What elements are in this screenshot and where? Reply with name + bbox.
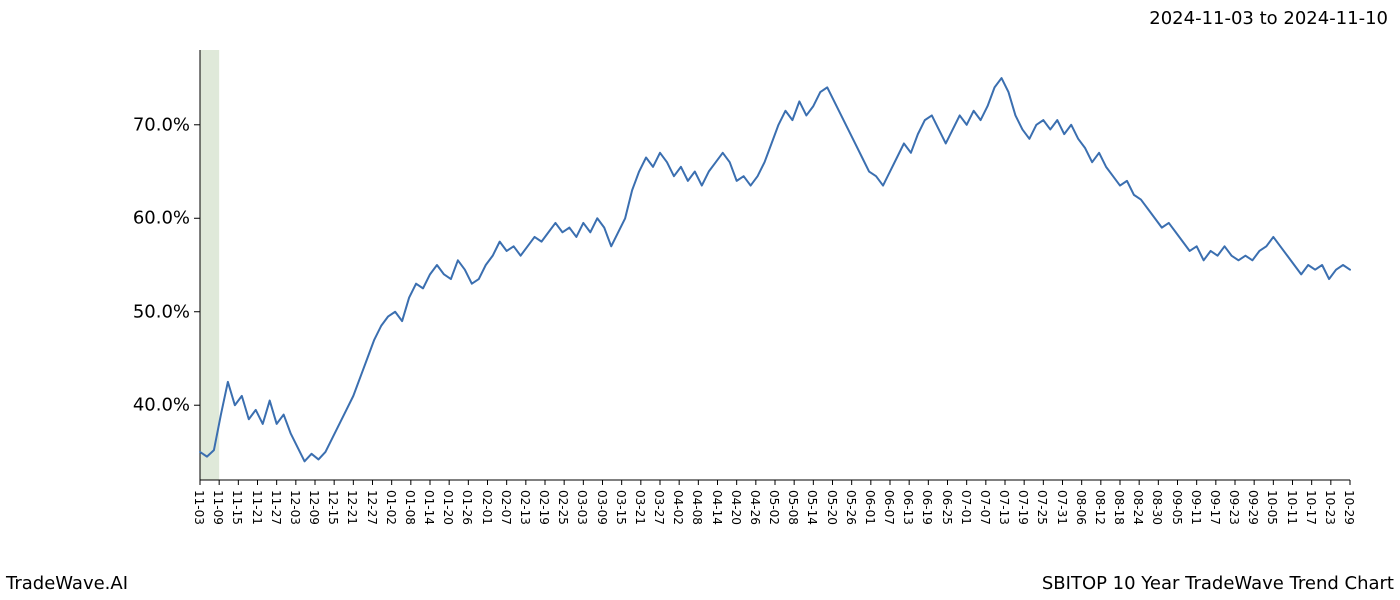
x-tick-label: 09-17	[1208, 490, 1222, 525]
x-tick-label: 07-07	[978, 490, 992, 525]
x-tick-label: 09-11	[1189, 490, 1203, 525]
x-tick-label: 08-06	[1074, 490, 1088, 525]
x-tick-label: 02-01	[480, 490, 494, 525]
x-tick-label: 09-29	[1246, 490, 1260, 525]
x-tick-label: 06-25	[940, 490, 954, 525]
y-tick-label: 50.0%	[110, 301, 190, 322]
x-tick-label: 05-20	[825, 490, 839, 525]
x-tick-label: 07-19	[1016, 490, 1030, 525]
trend-line	[200, 78, 1350, 461]
x-tick-label: 11-21	[250, 490, 264, 525]
x-tick-label: 06-13	[901, 490, 915, 525]
x-tick-label: 09-05	[1170, 490, 1184, 525]
x-tick-label: 07-13	[997, 490, 1011, 525]
x-tick-label: 12-21	[345, 490, 359, 525]
footer-title: SBITOP 10 Year TradeWave Trend Chart	[1042, 573, 1394, 594]
x-tick-label: 09-23	[1227, 490, 1241, 525]
footer-brand: TradeWave.AI	[6, 573, 128, 594]
x-tick-label: 08-12	[1093, 490, 1107, 525]
x-tick-label: 04-26	[748, 490, 762, 525]
y-tick-label: 70.0%	[110, 114, 190, 135]
x-tick-label: 02-19	[537, 490, 551, 525]
date-range-label: 2024-11-03 to 2024-11-10	[1149, 8, 1388, 29]
x-tick-label: 01-08	[403, 490, 417, 525]
x-tick-label: 02-07	[499, 490, 513, 525]
x-tick-label: 04-14	[710, 490, 724, 525]
x-tick-label: 01-14	[422, 490, 436, 525]
x-tick-label: 01-02	[384, 490, 398, 525]
x-tick-label: 04-20	[729, 490, 743, 525]
x-tick-label: 05-14	[805, 490, 819, 525]
x-tick-label: 12-15	[326, 490, 340, 525]
chart-svg	[200, 50, 1350, 480]
x-tick-label: 12-27	[365, 490, 379, 525]
x-tick-label: 06-07	[882, 490, 896, 525]
x-tick-label: 11-15	[230, 490, 244, 525]
x-tick-label: 11-27	[269, 490, 283, 525]
x-tick-label: 06-19	[920, 490, 934, 525]
x-tick-label: 10-29	[1342, 490, 1356, 525]
x-tick-label: 10-11	[1285, 490, 1299, 525]
x-tick-label: 11-09	[211, 490, 225, 525]
x-tick-label: 05-08	[786, 490, 800, 525]
x-tick-label: 03-27	[652, 490, 666, 525]
x-tick-label: 03-09	[595, 490, 609, 525]
x-tick-label: 01-20	[441, 490, 455, 525]
x-tick-label: 06-01	[863, 490, 877, 525]
x-tick-label: 07-31	[1055, 490, 1069, 525]
x-tick-label: 03-15	[614, 490, 628, 525]
x-tick-label: 05-02	[767, 490, 781, 525]
x-tick-label: 04-02	[671, 490, 685, 525]
x-tick-label: 12-09	[307, 490, 321, 525]
x-tick-label: 07-01	[959, 490, 973, 525]
y-tick-label: 60.0%	[110, 208, 190, 229]
y-tick-label: 40.0%	[110, 395, 190, 416]
x-tick-label: 11-03	[192, 490, 206, 525]
highlight-band	[200, 50, 219, 480]
x-tick-label: 05-26	[844, 490, 858, 525]
x-tick-label: 08-24	[1131, 490, 1145, 525]
x-tick-label: 03-21	[633, 490, 647, 525]
x-tick-label: 02-25	[556, 490, 570, 525]
x-tick-label: 12-03	[288, 490, 302, 525]
plot-area	[200, 50, 1350, 480]
chart-container: 2024-11-03 to 2024-11-10 40.0% 50.0% 60.0%…	[0, 0, 1400, 600]
x-tick-label: 03-03	[575, 490, 589, 525]
x-tick-label: 10-05	[1265, 490, 1279, 525]
x-tick-label: 01-26	[460, 490, 474, 525]
x-tick-label: 07-25	[1035, 490, 1049, 525]
x-tick-label: 08-30	[1150, 490, 1164, 525]
x-tick-label: 02-13	[518, 490, 532, 525]
x-tick-label: 04-08	[690, 490, 704, 525]
x-tick-label: 10-23	[1323, 490, 1337, 525]
x-tick-label: 08-18	[1112, 490, 1126, 525]
x-tick-label: 10-17	[1304, 490, 1318, 525]
